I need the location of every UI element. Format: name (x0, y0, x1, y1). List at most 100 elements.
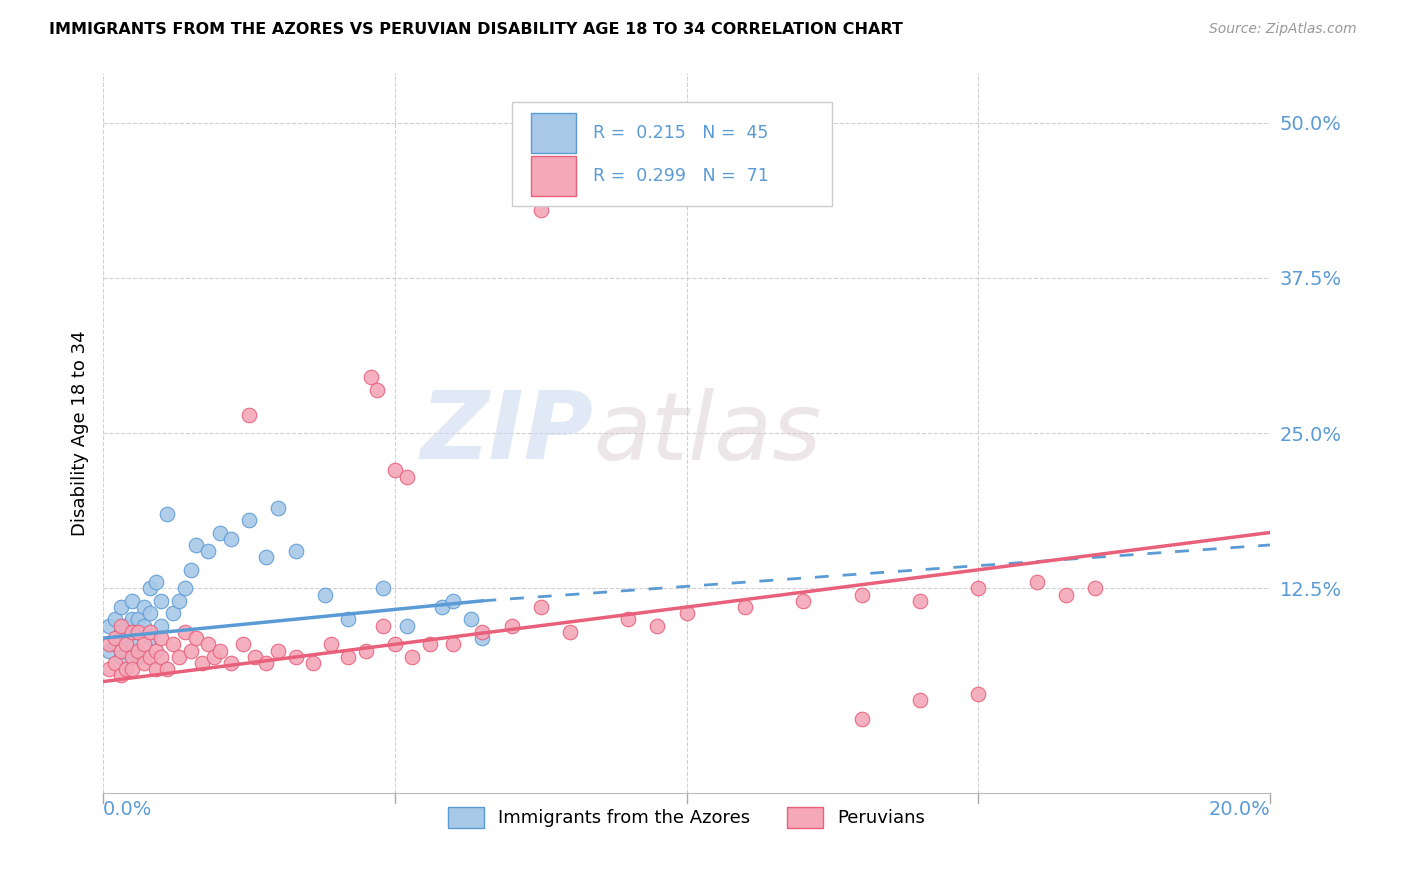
Text: R =  0.299   N =  71: R = 0.299 N = 71 (593, 167, 769, 185)
Point (132, 656, 155, 670)
Point (337, 612, 360, 626)
Point (1084, 582, 1107, 596)
Point (139, 649, 162, 664)
Point (221, 532, 243, 546)
Point (617, 612, 640, 626)
Point (471, 631, 494, 645)
Point (139, 582, 162, 596)
Point (530, 202, 553, 217)
Point (384, 637, 406, 651)
Text: ZIP: ZIP (420, 387, 593, 479)
Point (360, 370, 382, 384)
Text: 0.0%: 0.0% (103, 799, 152, 819)
Point (792, 594, 814, 608)
Point (104, 656, 127, 670)
Bar (531, 156, 575, 196)
Point (221, 656, 243, 670)
Point (110, 649, 132, 664)
Point (132, 637, 155, 651)
Point (267, 500, 290, 515)
Point (121, 662, 143, 676)
Text: R =  0.215   N =  45: R = 0.215 N = 45 (593, 124, 769, 142)
Point (419, 637, 441, 651)
Point (115, 618, 138, 632)
Point (354, 643, 377, 657)
Text: Source: ZipAtlas.com: Source: ZipAtlas.com (1209, 22, 1357, 37)
Point (104, 631, 127, 645)
Point (115, 631, 138, 645)
Point (121, 637, 143, 651)
Point (530, 600, 553, 615)
Point (191, 656, 214, 670)
Point (121, 612, 143, 626)
Point (366, 383, 388, 397)
Point (471, 624, 494, 639)
Point (501, 618, 523, 632)
Point (1025, 575, 1047, 590)
Point (132, 618, 155, 632)
Point (302, 656, 325, 670)
Point (337, 649, 360, 664)
Point (139, 624, 162, 639)
Point (208, 525, 231, 540)
Point (197, 544, 219, 558)
Point (395, 469, 418, 483)
Point (441, 594, 464, 608)
Point (851, 588, 873, 602)
Point (97, 662, 120, 676)
Y-axis label: Disability Age 18 to 34: Disability Age 18 to 34 (72, 330, 89, 536)
Point (401, 649, 423, 664)
Point (167, 649, 190, 664)
Point (243, 649, 266, 664)
Point (139, 631, 162, 645)
Point (97, 618, 120, 632)
Point (647, 618, 669, 632)
Point (162, 637, 184, 651)
Point (908, 594, 931, 608)
Point (110, 624, 132, 639)
Point (284, 544, 307, 558)
Point (110, 618, 132, 632)
Point (150, 618, 173, 632)
Point (238, 408, 260, 422)
Point (373, 582, 395, 596)
Point (173, 624, 195, 639)
Point (150, 649, 173, 664)
Point (121, 624, 143, 639)
Point (202, 649, 225, 664)
Point (208, 643, 231, 657)
Point (156, 507, 179, 521)
Point (162, 607, 184, 621)
Point (145, 662, 167, 676)
Point (267, 643, 290, 657)
Point (110, 600, 132, 615)
Point (97, 637, 120, 651)
Point (238, 513, 260, 527)
Point (373, 618, 395, 632)
Point (558, 624, 581, 639)
Point (173, 582, 195, 596)
Point (145, 643, 167, 657)
Point (110, 643, 132, 657)
Point (186, 538, 208, 552)
Point (127, 643, 149, 657)
Point (395, 618, 418, 632)
Point (132, 600, 155, 615)
Point (1054, 588, 1077, 602)
Point (180, 563, 202, 577)
Point (441, 637, 464, 651)
Point (167, 594, 190, 608)
Point (127, 624, 149, 639)
Point (104, 612, 127, 626)
Text: 20.0%: 20.0% (1208, 799, 1270, 819)
Point (115, 662, 138, 676)
Point (256, 550, 278, 565)
Point (115, 643, 138, 657)
FancyBboxPatch shape (512, 102, 832, 206)
Point (145, 575, 167, 590)
Point (256, 656, 278, 670)
Point (121, 649, 143, 664)
Point (110, 668, 132, 682)
Point (186, 631, 208, 645)
Point (232, 637, 254, 651)
